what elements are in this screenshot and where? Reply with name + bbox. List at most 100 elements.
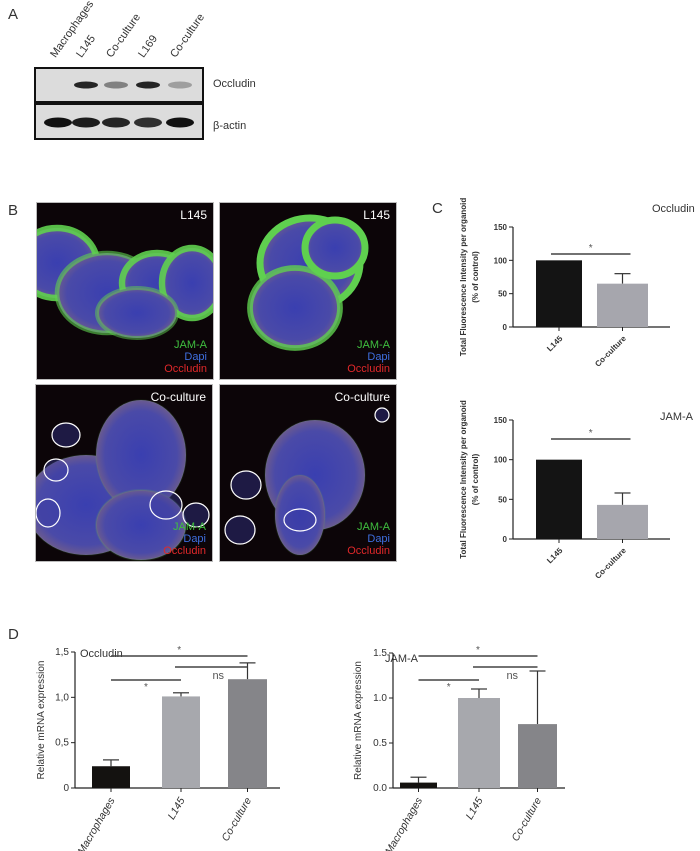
chart-title: Occludin xyxy=(652,203,695,215)
micrograph: Co-culture JAM-A Dapi Occludin xyxy=(219,384,397,562)
organoid xyxy=(301,216,369,280)
y-axis-label: (% of control) xyxy=(471,251,480,303)
channel-legend: JAM-A Dapi Occludin xyxy=(163,521,206,557)
blot-band xyxy=(72,117,100,128)
blot-row-label: β-actin xyxy=(213,120,247,132)
y-tick-label: 0 xyxy=(503,535,508,544)
channel-label: Occludin xyxy=(347,363,390,375)
blot-band xyxy=(44,117,72,128)
micrograph-image xyxy=(224,407,390,556)
y-tick-label: 0 xyxy=(503,323,508,332)
x-tick-label: L145 xyxy=(545,334,565,354)
macrophage-outline xyxy=(182,502,210,528)
x-tick-label: L145 xyxy=(166,795,188,821)
y-tick-label: 1.5 xyxy=(373,648,387,659)
channel-label: Occludin xyxy=(163,545,206,557)
micrograph-image xyxy=(37,224,213,340)
micrograph-image xyxy=(247,214,369,351)
macrophage-outline xyxy=(283,508,317,532)
micrograph: Co-culture JAM-A Dapi Occludin xyxy=(35,384,213,562)
organoid xyxy=(158,244,213,322)
bar xyxy=(597,283,648,327)
channel-label: JAM-A xyxy=(174,339,207,351)
bar xyxy=(458,698,500,788)
x-tick-label: Macrophages xyxy=(383,795,426,851)
bar xyxy=(162,696,200,788)
y-tick-label: 100 xyxy=(494,456,508,465)
organoid xyxy=(274,474,326,556)
bar xyxy=(228,679,267,788)
blot-band xyxy=(166,117,194,128)
condition-label: Co-culture xyxy=(150,390,206,404)
y-axis-label: Relative mRNA expression xyxy=(36,661,47,780)
micrograph: L145 JAM-A Dapi Occludin xyxy=(219,202,397,380)
chart-title: JAM-A xyxy=(385,653,419,665)
y-tick-label: 50 xyxy=(498,290,507,299)
channel-legend: JAM-A Dapi Occludin xyxy=(164,339,207,375)
significance-label: ns xyxy=(212,670,224,682)
y-axis-label: Total Fluorescence Intensity per organoi… xyxy=(459,400,468,559)
y-axis-label: (% of control) xyxy=(471,453,480,505)
macrophage-outline xyxy=(374,407,390,423)
blot-band xyxy=(74,81,98,89)
macrophage-outline xyxy=(36,498,61,528)
significance-label: * xyxy=(589,243,593,254)
y-tick-label: 50 xyxy=(498,495,507,504)
y-tick-label: 1.0 xyxy=(373,693,387,704)
bar-chart-c-occludin: Occludin 0 50 100 150 Total Fluorescence Inte… xyxy=(459,198,695,369)
x-tick-label: Co-culture xyxy=(593,334,628,369)
significance-label: * xyxy=(177,645,181,656)
significance-label: ns xyxy=(506,670,518,682)
channel-label: JAM-A xyxy=(173,521,206,533)
channel-label: Dapi xyxy=(367,351,390,363)
x-tick-label: L145 xyxy=(545,546,565,566)
x-tick-label: Macrophages xyxy=(75,795,118,851)
blot-band xyxy=(136,81,160,89)
blot-band xyxy=(102,117,130,128)
y-tick-label: 100 xyxy=(494,256,508,265)
bar xyxy=(597,504,648,539)
y-tick-label: 0.0 xyxy=(373,783,387,794)
channel-legend: JAM-A Dapi Occludin xyxy=(347,339,390,375)
panel-label-d: D xyxy=(8,626,19,643)
y-tick-label: 1,5 xyxy=(55,647,69,658)
blot-strip xyxy=(34,67,204,103)
bar xyxy=(536,260,582,327)
organoid xyxy=(95,286,179,340)
channel-label: Dapi xyxy=(183,533,206,545)
y-tick-label: 150 xyxy=(494,223,508,232)
x-tick-label: Co-culture xyxy=(593,546,628,581)
x-tick-label: Co-culture xyxy=(509,795,544,843)
panel-label-b: B xyxy=(8,202,19,219)
y-axis-label: Total Fluorescence Intensity per organoi… xyxy=(459,198,468,357)
condition-label: Co-culture xyxy=(334,390,390,404)
bar xyxy=(400,782,437,788)
blot-band xyxy=(134,117,162,128)
y-tick-label: 1,0 xyxy=(55,692,69,703)
bar xyxy=(518,724,557,788)
organoid xyxy=(95,489,187,561)
bar-chart-d-jama: JAM-A 0.0 0.5 1.0 1.5 Relative mRNA expressio… xyxy=(353,645,565,851)
blot-image xyxy=(34,67,204,140)
chart-title: Occludin xyxy=(80,648,123,660)
micrograph: L145 JAM-A Dapi Occludin xyxy=(36,202,214,380)
macrophage-outline xyxy=(230,470,262,500)
macrophage-outline xyxy=(224,515,256,545)
channel-label: Dapi xyxy=(184,351,207,363)
macrophage-outline xyxy=(43,458,69,482)
channel-label: Occludin xyxy=(164,363,207,375)
significance-label: * xyxy=(447,682,451,693)
panel-label-a: A xyxy=(8,6,19,23)
bar-chart-d-occludin: Occludin 0 0,5 1,0 1,5 Relative mRNA expressi… xyxy=(36,645,280,851)
channel-label: Dapi xyxy=(367,533,390,545)
x-tick-label: L145 xyxy=(464,795,486,821)
y-tick-label: 0 xyxy=(63,783,69,794)
blot-row-label: Occludin xyxy=(213,78,256,90)
channel-label: Occludin xyxy=(347,545,390,557)
panel-label-c: C xyxy=(432,200,443,217)
condition-label: L145 xyxy=(180,208,207,222)
macrophage-outline xyxy=(51,422,81,448)
condition-label: L145 xyxy=(363,208,390,222)
micrograph-image xyxy=(36,399,210,561)
